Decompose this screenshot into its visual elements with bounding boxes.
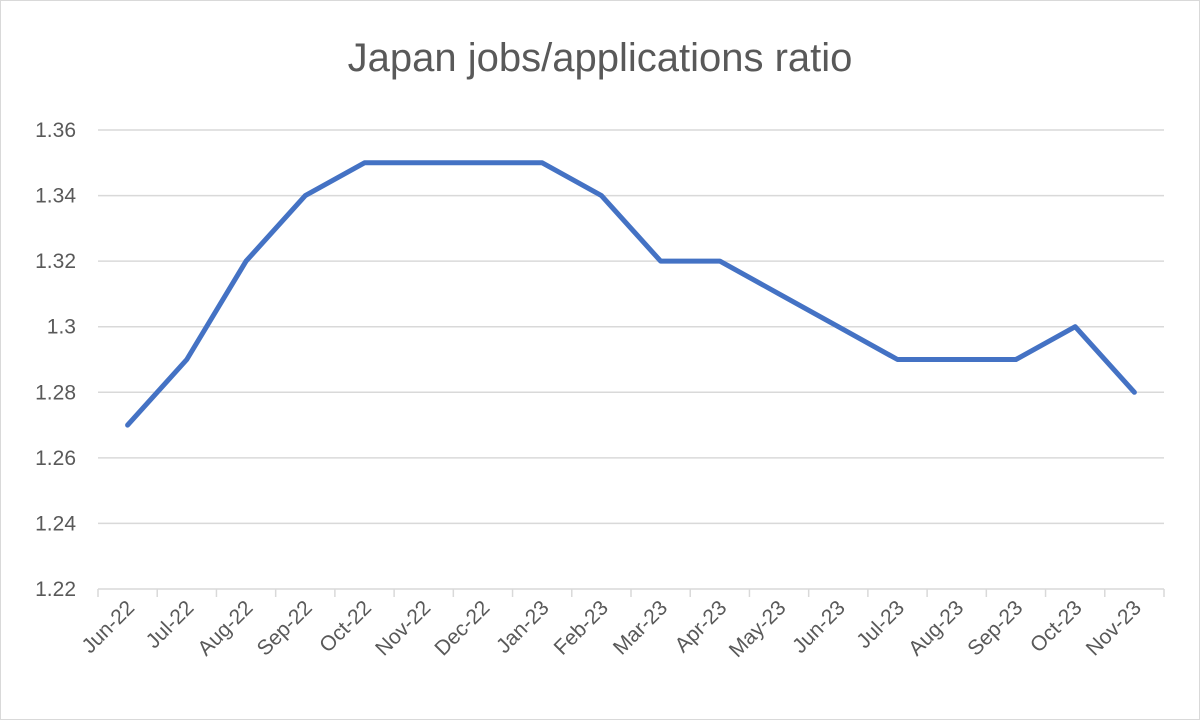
x-tick-label: Jun-23: [788, 596, 850, 658]
y-tick-label: 1.28: [35, 381, 76, 404]
x-tick-label: Feb-23: [550, 596, 613, 659]
y-tick-label: 1.3: [47, 316, 76, 339]
chart-title: Japan jobs/applications ratio: [348, 36, 853, 80]
y-tick-label: 1.34: [35, 185, 76, 208]
x-tick-label: Nov-23: [1082, 596, 1146, 660]
x-tick-label: Jul-22: [142, 596, 199, 653]
series-line: [125, 160, 1137, 428]
x-tick-label: Oct-22: [315, 596, 376, 657]
y-axis-tick-labels: 1.22 1.24 1.26 1.28 1.3 1.32 1.34 1.36: [35, 119, 76, 601]
gridlines: [98, 129, 1164, 525]
x-axis-tick-labels: Jun-22 Jul-22Aug-22Sep-22Oct-22Nov-22Dec-…: [77, 596, 1145, 662]
x-tick-label: May-23: [725, 596, 791, 662]
x-tick-label: Aug-22: [193, 596, 257, 660]
x-tick-label: Aug-23: [904, 596, 968, 660]
y-tick-label: 1.36: [35, 119, 76, 142]
x-tick-label: Sep-22: [253, 596, 317, 660]
x-tick-label: Mar-23: [609, 596, 672, 659]
x-tick-label: Sep-23: [963, 596, 1027, 660]
y-tick-label: 1.26: [35, 447, 76, 470]
x-tick-label: Jan-23: [492, 596, 554, 658]
series-layer: [125, 160, 1137, 428]
x-tick-label: Jun-22: [77, 596, 139, 658]
x-tick-label: Nov-22: [371, 596, 435, 660]
x-tick-label: Apr-23: [671, 596, 732, 657]
y-tick-label: 1.22: [35, 578, 76, 601]
x-tick-label: Dec-22: [430, 596, 494, 660]
x-tick-label: Jul-23: [852, 596, 909, 653]
x-tick-label: Oct-23: [1026, 596, 1087, 657]
y-tick-label: 1.32: [35, 250, 76, 273]
y-tick-label: 1.24: [35, 512, 76, 535]
x-axis: [97, 588, 1165, 597]
